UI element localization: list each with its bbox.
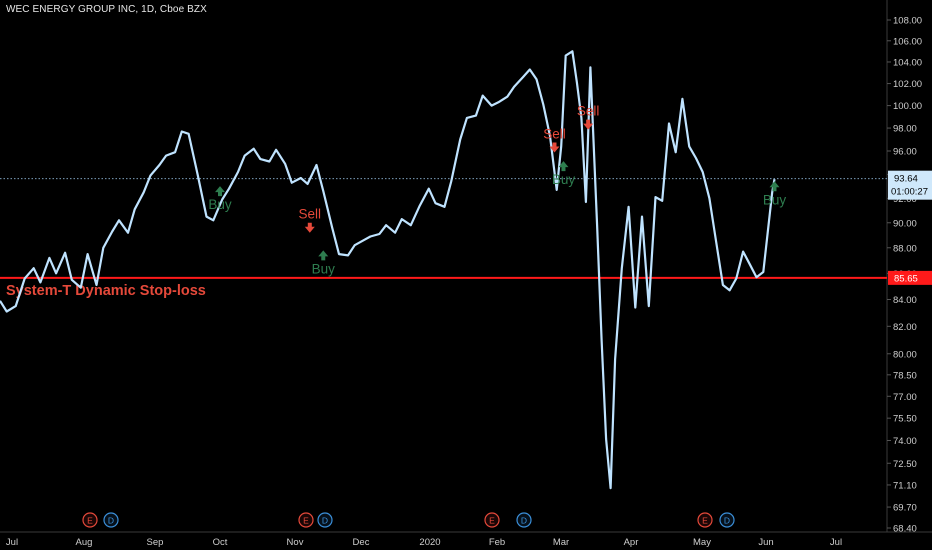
time-tick-label: Feb — [489, 537, 505, 548]
earnings-marker[interactable] — [484, 512, 500, 528]
current-price-value: 93.64 — [894, 174, 918, 185]
price-tick-label: 69.70 — [893, 503, 917, 514]
time-tick-label: Jul — [830, 537, 842, 548]
time-tick-label: Nov — [287, 537, 304, 548]
price-tick-label: 71.10 — [893, 480, 917, 491]
dividend-marker-label: D — [108, 516, 114, 526]
price-tick-label: 108.00 — [893, 16, 922, 27]
price-tick-label: 96.00 — [893, 146, 917, 157]
earnings-marker[interactable] — [697, 512, 713, 528]
earnings-marker-label: E — [702, 516, 708, 526]
time-tick-label: 2020 — [419, 537, 440, 548]
price-tick-label: 68.40 — [893, 524, 917, 535]
sell-signal-arrow — [304, 222, 315, 233]
time-tick-label: Oct — [213, 537, 228, 548]
current-price-badge — [888, 170, 932, 200]
price-tick-label: 106.00 — [893, 36, 922, 47]
buy-signal-label: Buy — [763, 192, 787, 207]
time-tick-label: May — [693, 537, 711, 548]
price-tick-label: 90.00 — [893, 218, 917, 229]
dividend-marker[interactable] — [719, 512, 735, 528]
price-tick-label: 84.00 — [893, 295, 917, 306]
earnings-marker-label: E — [489, 516, 495, 526]
sell-signal-arrow — [549, 142, 560, 153]
price-tick-label: 75.50 — [893, 414, 917, 425]
sell-signal-arrow — [583, 119, 594, 130]
time-tick-label: Sep — [147, 537, 164, 548]
time-tick-label: Apr — [624, 537, 639, 548]
dividend-marker[interactable] — [516, 512, 532, 528]
price-tick-label: 80.00 — [893, 349, 917, 360]
dividend-marker-label: D — [322, 516, 328, 526]
buy-signal-label: Buy — [312, 261, 336, 276]
price-tick-label: 77.00 — [893, 392, 917, 403]
price-tick-label: 102.00 — [893, 79, 922, 90]
price-tick-label: 74.00 — [893, 436, 917, 447]
earnings-marker[interactable] — [298, 512, 314, 528]
time-tick-label: Mar — [553, 537, 569, 548]
price-axis[interactable]: 108.00 106.00 104.00 102.00 100.00 98.00 96.00… — [886, 0, 932, 535]
buy-signal-arrow — [318, 250, 329, 261]
sell-signal-label: Sell — [299, 207, 322, 222]
dividend-marker-label: D — [521, 516, 527, 526]
sell-signal-label: Sell — [577, 104, 600, 119]
time-axis[interactable]: Jul Aug Sep Oct Nov Dec 2020 Feb Mar Apr May Jun Jul… — [0, 512, 932, 548]
price-tick-label: 72.50 — [893, 459, 917, 470]
buy-signal-arrow — [769, 181, 780, 192]
stop-price-value: 85.65 — [894, 273, 918, 284]
price-tick-label: 98.00 — [893, 124, 917, 135]
chart-title: WEC ENERGY GROUP INC, 1D, Cboe BZX — [6, 4, 207, 15]
stop-loss-label: System-T Dynamic Stop-loss — [6, 283, 206, 299]
earnings-marker[interactable] — [82, 512, 98, 528]
earnings-marker-label: E — [87, 516, 93, 526]
price-tick-label: 88.00 — [893, 243, 917, 254]
countdown-timer: 01:00:27 — [891, 187, 928, 198]
price-series-line[interactable] — [0, 50, 776, 490]
sell-signal-label: Sell — [543, 127, 566, 142]
price-tick-label: 78.50 — [893, 370, 917, 381]
buy-signal-arrow — [558, 161, 569, 172]
time-tick-label: Dec — [353, 537, 370, 548]
time-tick-label: Jun — [758, 537, 773, 548]
price-tick-label: 100.00 — [893, 101, 922, 112]
time-tick-label: Jul — [6, 537, 18, 548]
dividend-marker[interactable] — [103, 512, 119, 528]
dividend-marker-label: D — [724, 516, 730, 526]
dividend-marker[interactable] — [317, 512, 333, 528]
price-tick-label: 104.00 — [893, 57, 922, 68]
buy-signal-arrow — [215, 186, 225, 197]
price-tick-label: 82.00 — [893, 322, 917, 333]
buy-signal-label: Buy — [552, 172, 576, 187]
plot-area[interactable]: System-T Dynamic Stop-loss Buy Sell Buy Sell… — [0, 50, 887, 490]
earnings-marker-label: E — [303, 516, 309, 526]
time-tick-label: Aug — [76, 537, 93, 548]
buy-signal-label: Buy — [208, 197, 232, 212]
stop-price-badge — [888, 270, 932, 285]
